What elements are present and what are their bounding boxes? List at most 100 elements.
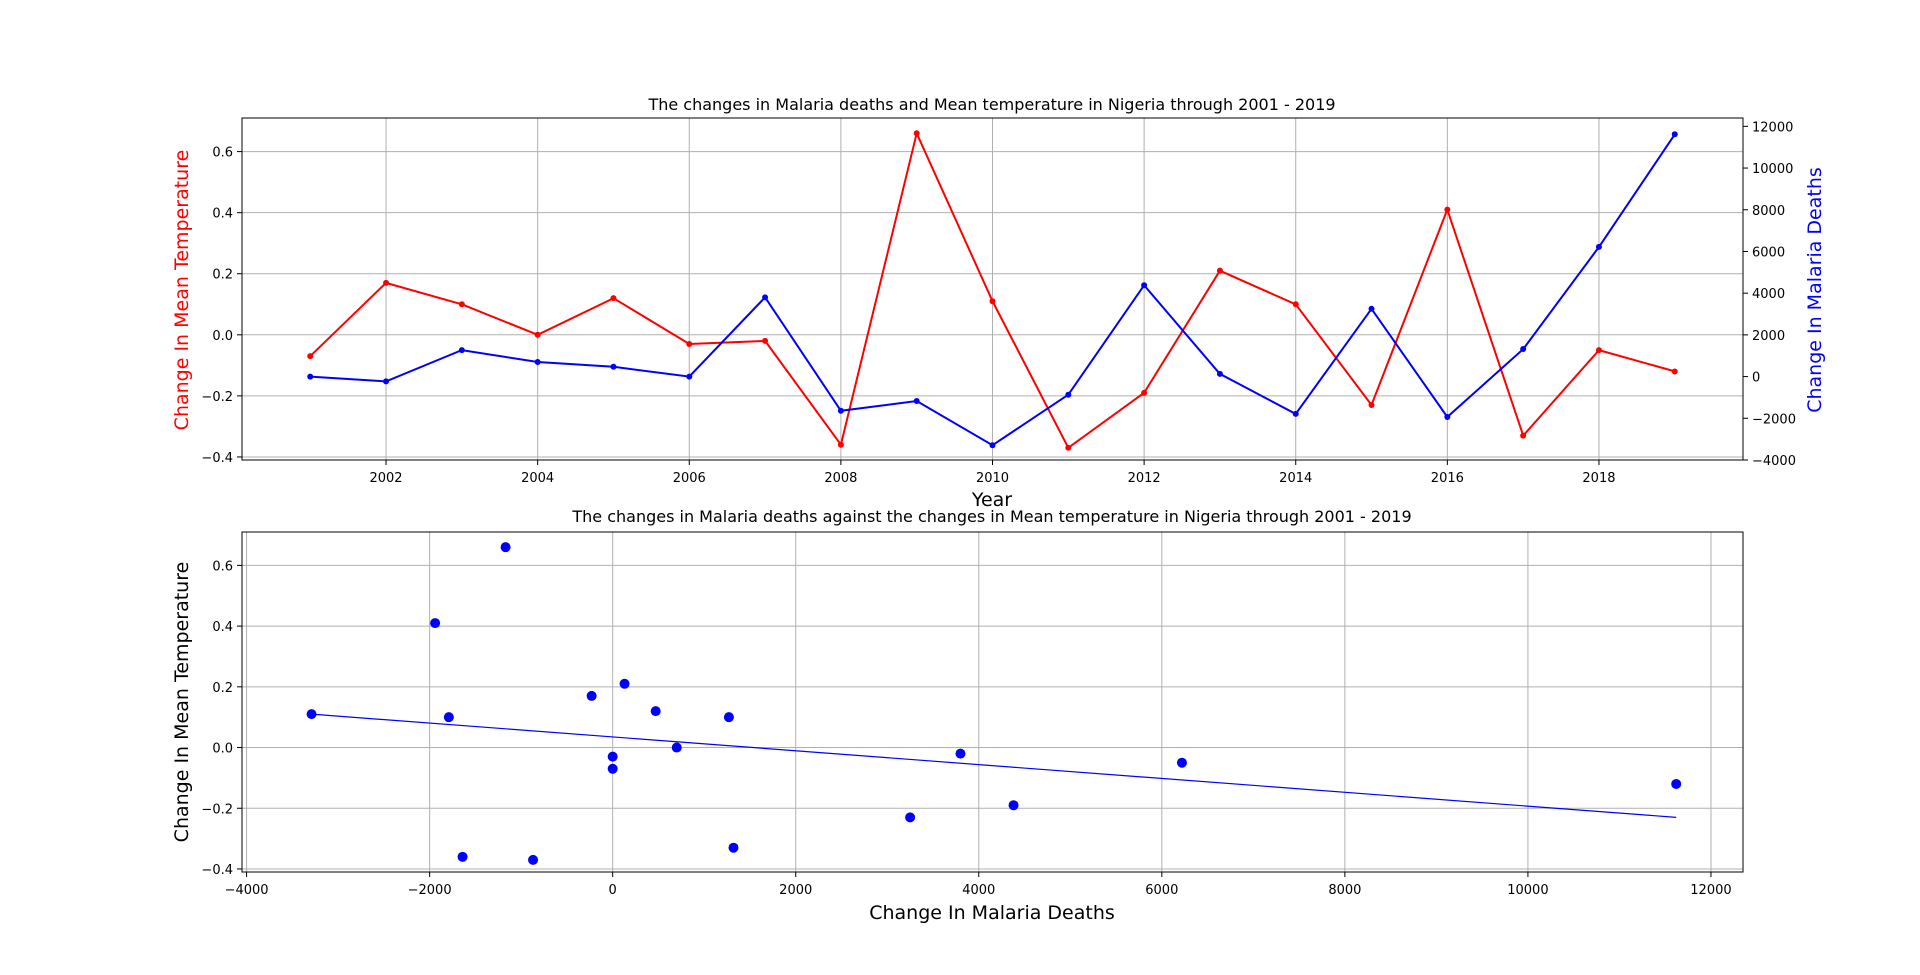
bottom-x-tick-label: 2000 (779, 883, 812, 898)
top-right-y-tick-label: 10000 (1752, 162, 1793, 177)
malaria-deaths-point (913, 397, 920, 404)
scatter-point (586, 690, 597, 701)
temperature-point (1216, 267, 1223, 274)
temperature-point (837, 441, 844, 448)
bottom-x-tick-label: 10000 (1507, 883, 1548, 898)
top-x-tick-label: 2018 (1582, 471, 1615, 486)
scatter-point (671, 742, 682, 753)
malaria-deaths-point (1520, 346, 1527, 353)
bottom-x-axis-label: Change In Malaria Deaths (869, 902, 1115, 924)
malaria-deaths-point (762, 294, 769, 301)
bottom-x-tick-label: 8000 (1328, 883, 1361, 898)
top-grid (242, 118, 1743, 460)
temperature-point (610, 295, 617, 302)
top-left-y-tick-label: −0.2 (201, 390, 233, 405)
top-right-y-tick-label: −2000 (1752, 412, 1796, 427)
top-x-tick-label: 2006 (673, 471, 706, 486)
bottom-y-tick-label: 0.0 (212, 742, 233, 757)
temperature-point (762, 337, 769, 344)
bottom-x-tick-label: −2000 (408, 883, 452, 898)
bottom-y-axis-label: Change In Mean Temperature (171, 562, 193, 843)
scatter-point (607, 763, 618, 774)
top-right-y-tick-label: 4000 (1752, 287, 1785, 302)
temperature-point (686, 340, 693, 347)
top-series-layer (307, 130, 1678, 451)
scatter-point (443, 712, 454, 723)
bottom-plot-frame (241, 531, 1744, 873)
temperature-point (1292, 301, 1299, 308)
trend-line (311, 713, 1677, 818)
malaria-deaths-point (534, 358, 541, 365)
malaria-deaths-point (1368, 305, 1375, 312)
temperature-point (1065, 444, 1072, 451)
malaria-deaths-point (1595, 243, 1602, 250)
temperature-point (458, 301, 465, 308)
bottom-x-tick-label: 12000 (1690, 883, 1731, 898)
temperature-point (1368, 402, 1375, 409)
malaria-deaths-point (1141, 282, 1148, 289)
bottom-y-tick-label: 0.4 (212, 620, 233, 635)
top-left-y-tick-label: 0.2 (212, 268, 233, 283)
bottom-x-tick-label: 6000 (1145, 883, 1178, 898)
top-right-y-tick-label: 8000 (1752, 204, 1785, 219)
top-left-y-tick-label: −0.4 (201, 451, 233, 466)
bottom-ticks: −4000 −2000 0 2000 4000 6000 8000 10000 12000 −0.… (201, 559, 1731, 898)
bottom-series-layer (306, 542, 1682, 865)
scatter-point (1008, 800, 1019, 811)
temperature-point (1671, 368, 1678, 375)
top-x-tick-label: 2004 (521, 471, 554, 486)
top-right-y-tick-label: 12000 (1752, 120, 1793, 135)
bottom-y-tick-label: −0.4 (201, 863, 233, 878)
top-right-y-tick-label: 2000 (1752, 329, 1785, 344)
temperature-point (307, 353, 314, 360)
malaria-deaths-point (1444, 414, 1451, 421)
top-x-tick-label: 2002 (369, 471, 402, 486)
scatter-point (723, 712, 734, 723)
bottom-chart-title: The changes in Malaria deaths against th… (571, 507, 1411, 526)
top-left-y-tick-label: 0.4 (212, 207, 233, 222)
malaria-deaths-point (610, 363, 617, 370)
top-x-tick-label: 2016 (1431, 471, 1464, 486)
bottom-grid (242, 532, 1743, 872)
scatter-point (650, 706, 661, 717)
top-chart-title: The changes in Malaria deaths and Mean t… (647, 95, 1335, 114)
temperature-point (913, 130, 920, 137)
scatter-point (1671, 778, 1682, 789)
scatter-point (500, 542, 511, 553)
top-x-tick-label: 2008 (824, 471, 857, 486)
malaria-deaths-point (1065, 391, 1072, 398)
temperature-point (1595, 347, 1602, 354)
top-left-y-tick-label: 0.0 (212, 329, 233, 344)
top-x-tick-label: 2010 (976, 471, 1009, 486)
malaria-deaths-point (1292, 410, 1299, 417)
scatter-point (607, 751, 618, 762)
temperature-point (1444, 206, 1451, 213)
top-left-y-tick-label: 0.6 (212, 146, 233, 161)
temperature-point (1141, 389, 1148, 396)
scatter-point (306, 709, 317, 720)
temperature-point (989, 298, 996, 305)
scatter-point (528, 854, 539, 865)
malaria-deaths-point (307, 373, 314, 380)
malaria-deaths-point (989, 442, 996, 449)
top-left-y-axis-label: Change In Mean Temperature (171, 150, 193, 431)
top-x-tick-label: 2012 (1128, 471, 1161, 486)
malaria-deaths-point (1671, 131, 1678, 138)
top-x-axis-label: Year (971, 489, 1012, 511)
top-right-y-tick-label: 6000 (1752, 245, 1785, 260)
scatter-point (728, 842, 739, 853)
top-right-y-tick-label: 0 (1752, 371, 1760, 386)
malaria-deaths-point (837, 407, 844, 414)
temperature-point (534, 331, 541, 338)
temperature-point (383, 279, 390, 286)
scatter-point (1176, 757, 1187, 768)
malaria-deaths-point (383, 378, 390, 385)
top-x-tick-label: 2014 (1279, 471, 1312, 486)
bottom-y-tick-label: 0.2 (212, 681, 233, 696)
top-right-y-axis-label: Change In Malaria Deaths (1804, 167, 1826, 413)
top-line-chart: 2002 2004 2006 2008 2010 2012 2014 2016 2018 −0.4… (171, 95, 1826, 511)
bottom-x-tick-label: −4000 (225, 883, 269, 898)
scatter-point (619, 678, 630, 689)
top-ticks: 2002 2004 2006 2008 2010 2012 2014 2016 2018 −0.4… (201, 120, 1796, 486)
